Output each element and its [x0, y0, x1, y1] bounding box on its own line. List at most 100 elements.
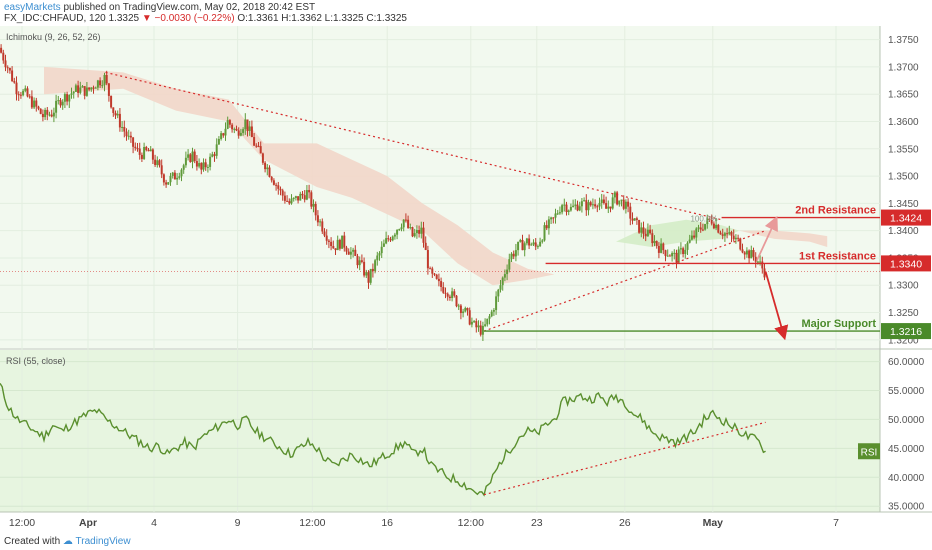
candle-body [539, 241, 542, 247]
level-price-tag [881, 209, 931, 226]
candle-body [165, 182, 168, 185]
candle-body [19, 94, 22, 96]
candle-body [455, 295, 458, 307]
candle-body [462, 311, 465, 314]
candle-body [44, 109, 47, 118]
time-tick-label: Apr [79, 517, 97, 529]
candle-body [550, 217, 553, 220]
candle-body [220, 133, 223, 139]
publish-info: easyMarkets published on TradingView.com… [4, 2, 315, 13]
candle-body [213, 154, 216, 156]
candle-body [343, 235, 346, 248]
candle-body [356, 255, 359, 266]
candle-body [30, 96, 33, 108]
candle-body [446, 293, 449, 297]
candle-body [349, 251, 352, 255]
candle-body [503, 274, 506, 278]
candle-body [261, 153, 264, 163]
bearish-arrow [764, 271, 789, 341]
candle-body [440, 281, 443, 287]
candle-body [365, 272, 368, 276]
rsi-tick-label: 45.0000 [888, 444, 925, 455]
candle-body [297, 196, 300, 201]
candle-body [532, 242, 535, 245]
candle-body [294, 196, 297, 198]
candle-body [277, 185, 280, 189]
candle-body [147, 150, 150, 152]
candle-body [105, 74, 108, 84]
candle-body [616, 192, 619, 205]
level-price-tag-text: 1.3216 [890, 326, 922, 338]
candle-body [759, 261, 762, 263]
candle-body [479, 325, 482, 335]
candle-body [402, 219, 405, 228]
candle-body [345, 247, 348, 252]
candle-body [308, 190, 311, 193]
candle-body [257, 145, 260, 147]
candle-body [697, 227, 700, 229]
candle-body [286, 200, 289, 202]
candle-body [26, 88, 29, 97]
candle-body [70, 93, 73, 95]
chart-area[interactable]: 1.3750 1.3700 1.3650 1.3600 1.3550 1.3500 1.34… [0, 26, 932, 532]
candle-body [484, 324, 487, 326]
candle-body [569, 206, 572, 211]
rsi-badge [858, 443, 880, 460]
candle-body [704, 224, 707, 230]
candle-body [398, 229, 401, 231]
candle-body [387, 238, 390, 240]
candle-body [497, 289, 500, 297]
candle-body [690, 235, 693, 240]
candle-body [176, 177, 179, 180]
candle-body [618, 200, 621, 205]
candle-body [578, 206, 581, 211]
rsi-tick-label: 60.0000 [888, 357, 925, 368]
rsi-trendline[interactable] [483, 421, 766, 496]
candle-body [763, 268, 766, 278]
candle-body [743, 252, 746, 255]
candle-body [160, 165, 163, 175]
candle-body [323, 231, 326, 236]
candle-body [475, 321, 478, 328]
candle-body [543, 225, 546, 241]
candle-body [748, 250, 751, 259]
candle-body [299, 193, 302, 201]
candle-body [371, 268, 374, 272]
candle-body [545, 225, 548, 229]
candle-body [6, 67, 9, 69]
candle-body [200, 163, 203, 170]
price-tick-label: 1.3700 [888, 62, 919, 73]
candle-body [389, 239, 392, 241]
price-tick-label: 1.3600 [888, 117, 919, 128]
candle-body [609, 206, 612, 209]
candle-body [171, 172, 174, 176]
price-tick-label: 1.3200 [888, 335, 919, 346]
candle-body [495, 296, 498, 311]
candle-body [11, 70, 14, 82]
candle-body [613, 192, 616, 198]
candle-body [675, 252, 678, 263]
candle-body [143, 147, 146, 159]
candle-body [354, 249, 357, 256]
time-tick-label: 23 [531, 517, 543, 529]
candle-body [121, 126, 124, 128]
candle-body [341, 235, 344, 249]
candle-body [695, 228, 698, 238]
tradingview-link[interactable]: TradingView [75, 536, 131, 547]
candle-body [314, 203, 317, 216]
downtrend-line[interactable] [105, 71, 722, 221]
candle-body [523, 243, 526, 251]
candle-body [110, 95, 113, 108]
candle-body [554, 213, 557, 218]
candle-body [0, 47, 3, 53]
candle-body [715, 224, 718, 229]
publisher-name[interactable]: easyMarkets [4, 2, 61, 13]
candle-body [541, 240, 544, 242]
price-change: ▼ −0.0030 (−0.22%) [141, 13, 235, 24]
candle-body [270, 176, 273, 181]
candle-body [752, 250, 755, 257]
rsi-pane [0, 361, 880, 507]
candle-body [655, 240, 658, 246]
candle-body [330, 241, 333, 247]
price-tick-label: 1.3550 [888, 144, 919, 155]
